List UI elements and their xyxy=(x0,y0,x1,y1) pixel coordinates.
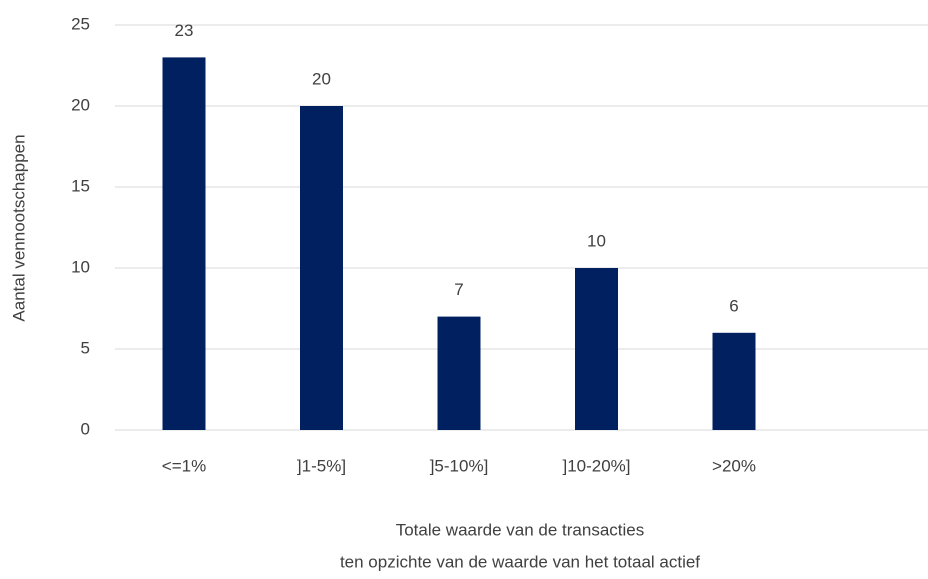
x-tick-label: <=1% xyxy=(162,456,206,475)
data-label: 23 xyxy=(175,21,194,40)
bar xyxy=(162,57,206,431)
x-tick-label: ]1-5%] xyxy=(297,456,346,475)
data-label: 7 xyxy=(454,280,463,299)
x-tick-label: ]5-10%] xyxy=(430,456,489,475)
data-label: 20 xyxy=(312,69,331,88)
bar xyxy=(575,268,618,430)
y-axis-title: Aantal vennootschappen xyxy=(9,134,28,321)
x-axis-title: Totale waarde van de transacties xyxy=(396,520,645,539)
bar xyxy=(437,316,481,430)
x-axis-title: ten opzichte van de waarde van het totaa… xyxy=(340,552,700,571)
y-tick-label: 20 xyxy=(71,95,90,114)
y-tick-label: 0 xyxy=(81,419,90,438)
y-tick-label: 10 xyxy=(71,257,90,276)
x-tick-label: ]10-20%] xyxy=(562,456,630,475)
y-tick-label: 5 xyxy=(81,338,90,357)
x-tick-label: >20% xyxy=(712,456,756,475)
bar xyxy=(712,332,756,430)
bar xyxy=(300,106,343,430)
y-tick-label: 25 xyxy=(71,14,90,33)
data-label: 10 xyxy=(587,231,606,250)
y-tick-label: 15 xyxy=(71,176,90,195)
data-label: 6 xyxy=(729,296,738,315)
